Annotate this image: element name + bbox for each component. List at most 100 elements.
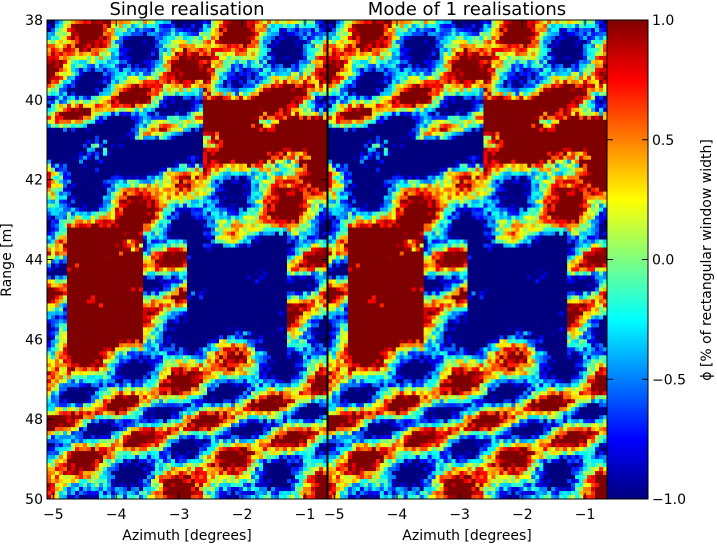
- heatmap-cell: [151, 155, 156, 161]
- heatmap-cell: [219, 179, 224, 185]
- heatmap-cell: [191, 275, 196, 281]
- heatmap-cell: [287, 71, 292, 77]
- heatmap-cell: [95, 95, 100, 101]
- heatmap-cell: [123, 39, 128, 45]
- heatmap-cell: [131, 231, 136, 237]
- heatmap-cell: [87, 159, 92, 165]
- heatmap-cell: [47, 155, 52, 161]
- heatmap-cell: [283, 95, 288, 101]
- heatmap-cell: [231, 267, 236, 273]
- heatmap-cell: [303, 131, 308, 137]
- heatmap-cell: [191, 59, 196, 65]
- heatmap-cell: [103, 259, 108, 265]
- heatmap-cell: [311, 87, 316, 93]
- heatmap-cell: [191, 191, 196, 197]
- heatmap-cell: [203, 103, 208, 109]
- heatmap-cell: [251, 259, 256, 265]
- heatmap-cell: [207, 147, 212, 153]
- heatmap-cell: [259, 171, 264, 177]
- heatmap-cell: [79, 219, 84, 225]
- heatmap-cell: [75, 279, 80, 285]
- heatmap-cell: [147, 243, 152, 249]
- heatmap-cell: [279, 239, 284, 245]
- heatmap-cell: [163, 183, 168, 189]
- heatmap-cell: [55, 279, 60, 285]
- heatmap-cell: [275, 251, 280, 257]
- heatmap-cell: [75, 171, 80, 177]
- heatmap-cell: [147, 199, 152, 205]
- heatmap-cell: [311, 203, 316, 209]
- heatmap-cell: [315, 71, 320, 77]
- heatmap-cell: [287, 231, 292, 237]
- heatmap-cell: [51, 263, 56, 269]
- heatmap-cell: [267, 215, 272, 221]
- heatmap-cell: [303, 115, 308, 121]
- heatmap-cell: [79, 35, 84, 41]
- heatmap-cell: [143, 263, 148, 269]
- heatmap-cell: [191, 227, 196, 233]
- heatmap-cell: [87, 43, 92, 49]
- heatmap-cell: [319, 235, 324, 241]
- heatmap-cell: [319, 139, 324, 145]
- heatmap-cell: [191, 251, 196, 257]
- heatmap-cell: [243, 35, 248, 41]
- heatmap-cell: [163, 159, 168, 165]
- heatmap-cell: [303, 143, 308, 149]
- heatmap-cell: [287, 299, 292, 305]
- heatmap-cell: [59, 95, 64, 101]
- heatmap-cell: [319, 43, 324, 49]
- heatmap-cell: [307, 283, 312, 289]
- heatmap-cell: [103, 255, 108, 261]
- heatmap-cell: [87, 51, 92, 57]
- heatmap-cell: [211, 91, 216, 97]
- heatmap-cell: [291, 111, 296, 117]
- heatmap-cell: [291, 191, 296, 197]
- heatmap-cell: [127, 95, 132, 101]
- heatmap-cell: [303, 279, 308, 285]
- heatmap-cell: [279, 147, 284, 153]
- heatmap-cell: [223, 111, 228, 117]
- heatmap-cell: [275, 191, 280, 197]
- heatmap-cell: [131, 287, 136, 293]
- heatmap-cell: [47, 255, 52, 261]
- heatmap-cell: [83, 99, 88, 105]
- heatmap-cell: [247, 199, 252, 205]
- heatmap-cell: [67, 275, 72, 281]
- heatmap-cell: [315, 211, 320, 217]
- heatmap-cell: [163, 267, 168, 273]
- heatmap-cell: [47, 119, 52, 125]
- heatmap-cell: [91, 211, 96, 217]
- heatmap-cell: [215, 199, 220, 205]
- heatmap-cell: [167, 271, 172, 277]
- heatmap-cell: [215, 99, 220, 105]
- heatmap-cell: [271, 31, 276, 37]
- heatmap-cell: [175, 39, 180, 45]
- heatmap-cell: [231, 251, 236, 257]
- heatmap-cell: [315, 267, 320, 273]
- heatmap-cell: [299, 35, 304, 41]
- heatmap-cell: [63, 239, 68, 245]
- heatmap-cell: [239, 47, 244, 53]
- heatmap-cell: [247, 51, 252, 57]
- heatmap-cell: [315, 199, 320, 205]
- heatmap-cell: [179, 35, 184, 41]
- heatmap-cell: [199, 95, 204, 101]
- heatmap-cell: [139, 239, 144, 245]
- heatmap-cell: [163, 259, 168, 265]
- heatmap-cell: [279, 27, 284, 33]
- heatmap-cell: [299, 23, 304, 29]
- heatmap-cell: [235, 59, 240, 65]
- heatmap-cell: [275, 295, 280, 301]
- heatmap-cell: [235, 231, 240, 237]
- heatmap-cell: [131, 51, 136, 57]
- heatmap-cell: [275, 287, 280, 293]
- heatmap-cell: [123, 179, 128, 185]
- heatmap-cell: [191, 267, 196, 273]
- heatmap-cell: [219, 263, 224, 269]
- heatmap-cell: [83, 291, 88, 297]
- heatmap-cell: [99, 299, 104, 305]
- heatmap-cell: [163, 231, 168, 237]
- heatmap-cell: [167, 211, 172, 217]
- heatmap-cell: [91, 227, 96, 233]
- heatmap-cell: [163, 271, 168, 277]
